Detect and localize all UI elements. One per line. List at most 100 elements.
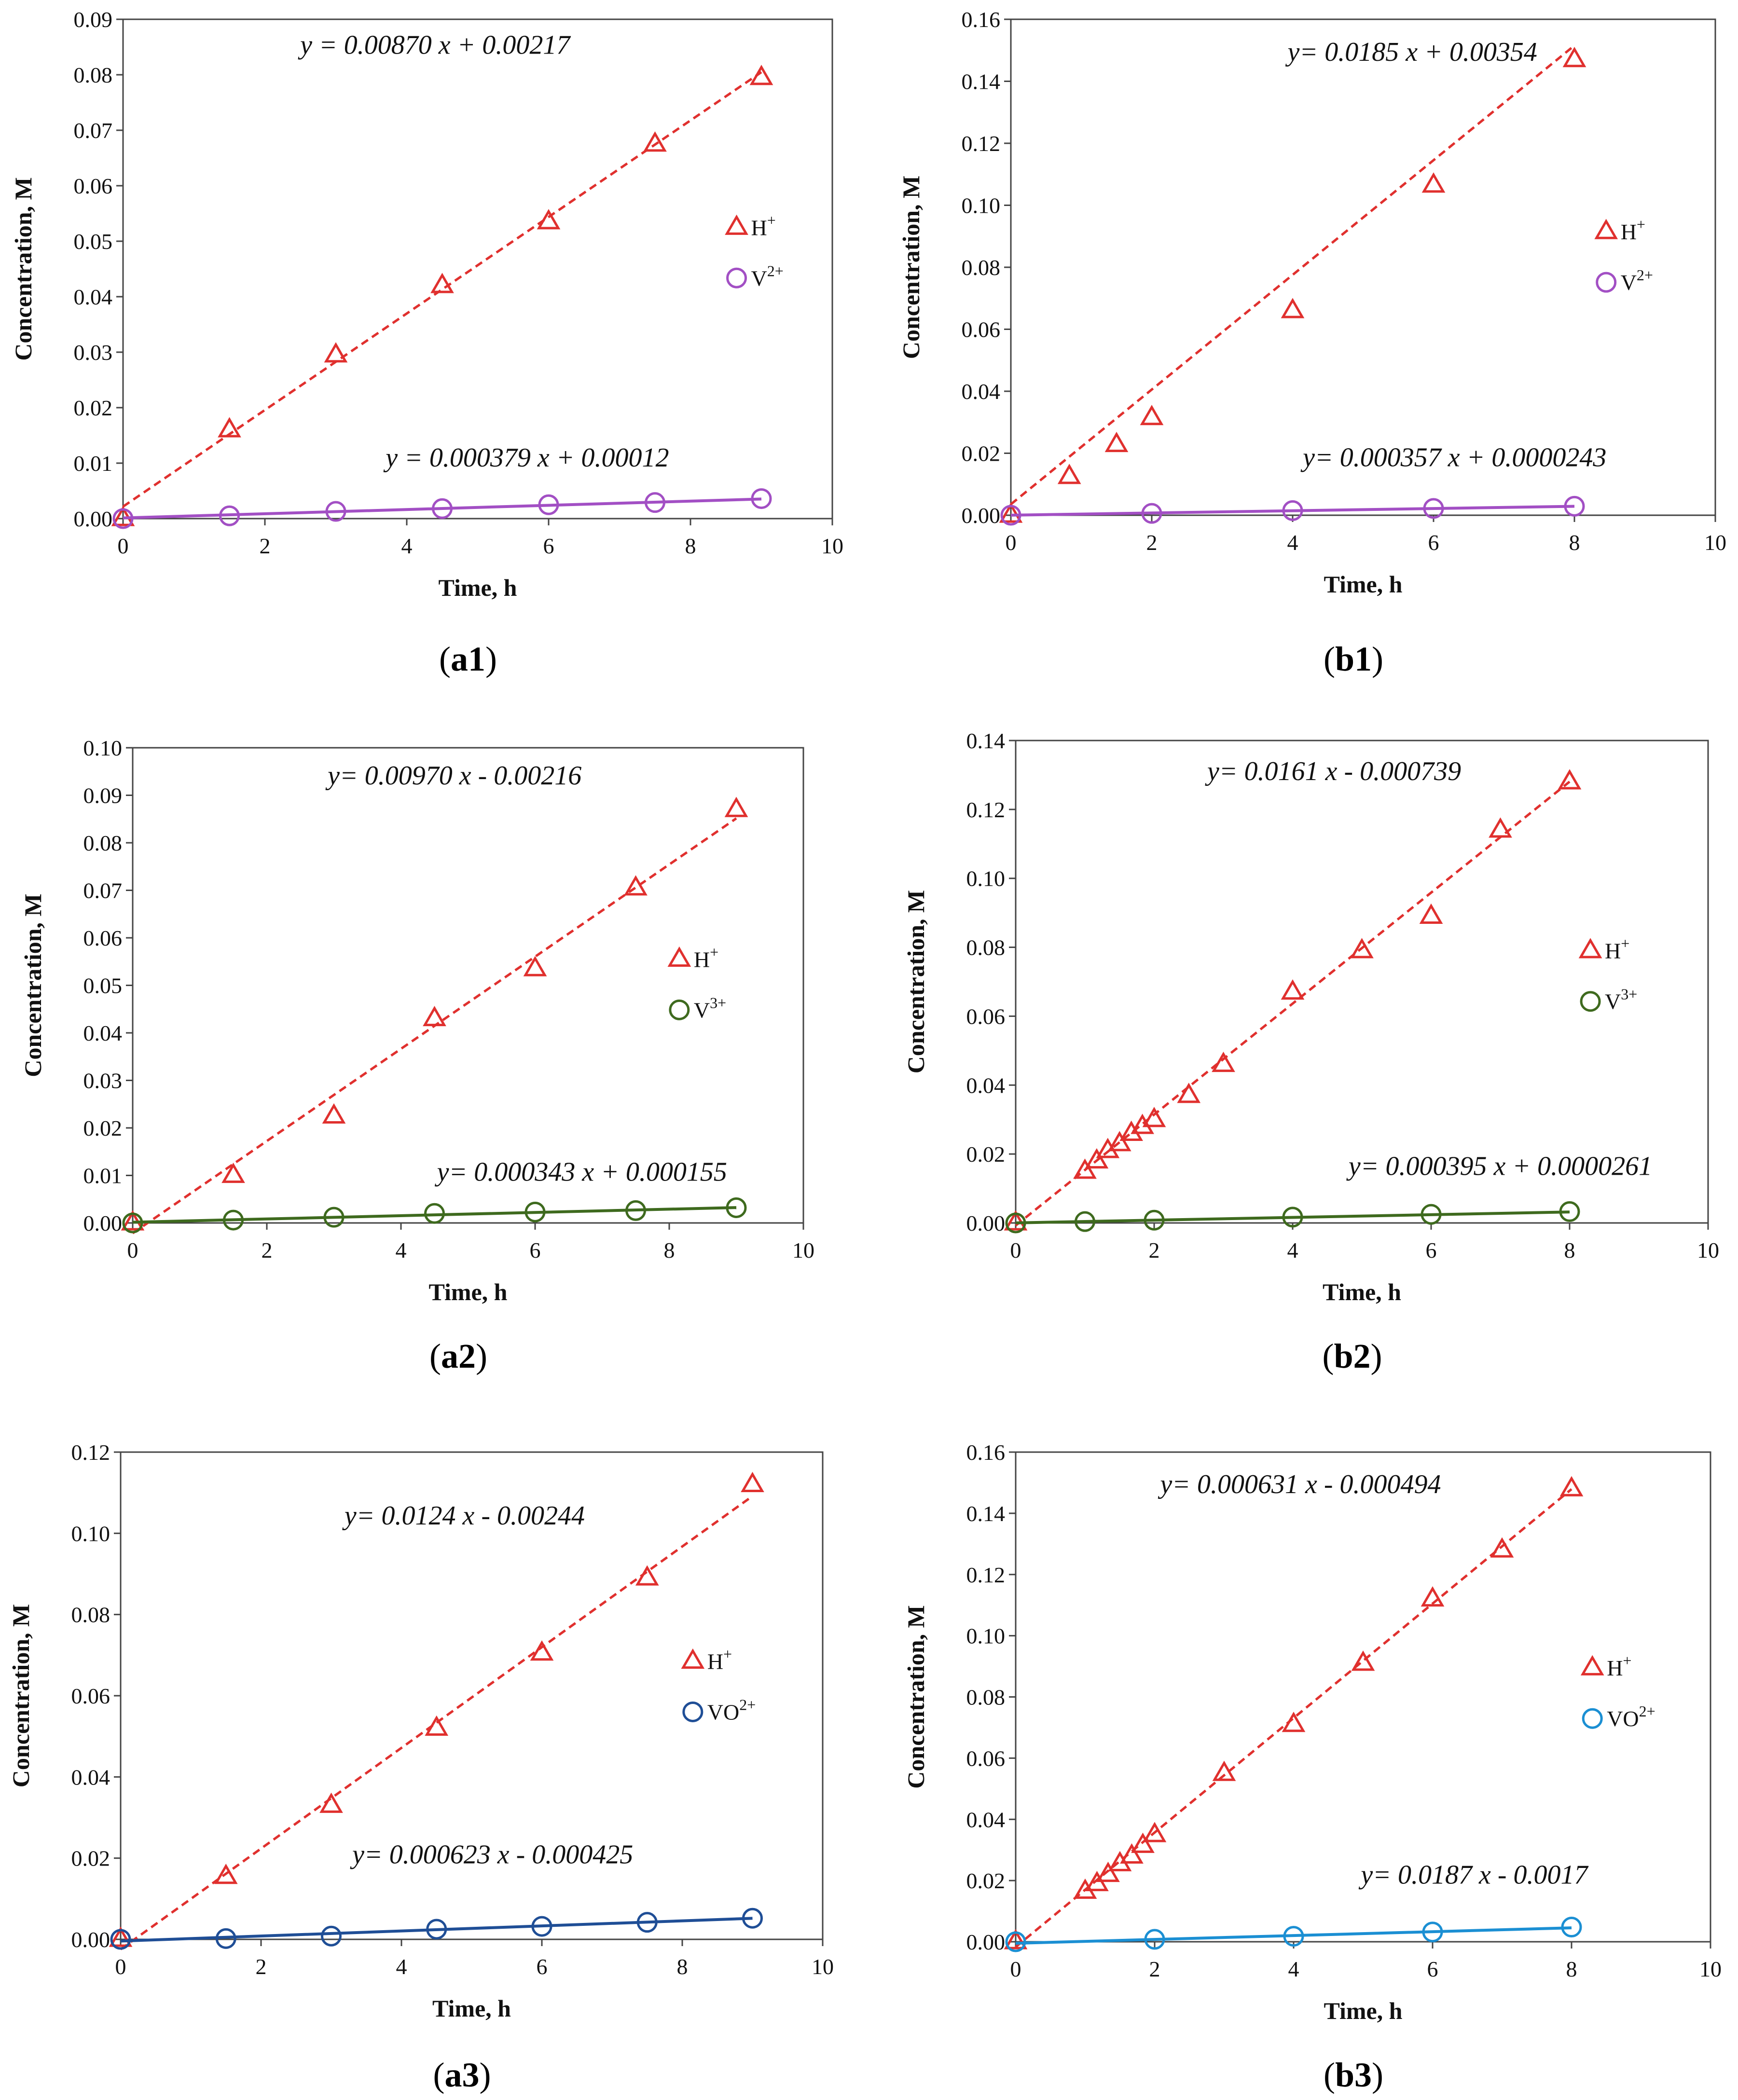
data-point-v bbox=[1000, 505, 1021, 526]
fit-equation: y= 0.000631 x - 0.000494 bbox=[1158, 1469, 1441, 1499]
data-point-h bbox=[1004, 1929, 1028, 1949]
y-tick-label: 0.04 bbox=[966, 1807, 1006, 1832]
legend-label: V3+ bbox=[694, 994, 726, 1022]
y-tick-label: 0.16 bbox=[966, 1440, 1006, 1465]
y-tick-label: 0.14 bbox=[962, 69, 1001, 94]
data-point-h bbox=[1096, 1861, 1120, 1882]
data-point-h bbox=[741, 1471, 764, 1492]
panel-caption: (b1) bbox=[1324, 640, 1383, 678]
data-point-v bbox=[726, 1197, 747, 1218]
y-tick-label: 0.08 bbox=[962, 255, 1001, 280]
chart-b3: 0.00 0.02 0.04 0.06 0.08 0.10 0.12 0.14 0.16 0 2 4 6… bbox=[902, 1440, 1722, 2024]
legend-marker bbox=[1578, 938, 1602, 959]
fit-line-v bbox=[1015, 1210, 1570, 1224]
legend-label: V2+ bbox=[751, 262, 784, 290]
data-point-vo bbox=[742, 1908, 763, 1929]
data-point-v bbox=[751, 488, 772, 509]
legend-label: V3+ bbox=[1605, 986, 1637, 1014]
y-axis-title: Concentration, M bbox=[902, 1605, 929, 1789]
x-tick-label: 6 bbox=[530, 1238, 541, 1263]
y-tick-label: 0.04 bbox=[83, 1021, 123, 1045]
panel-caption: (a3) bbox=[433, 2056, 491, 2094]
legend-marker bbox=[1582, 1708, 1603, 1729]
y-axis-title: Concentration, M bbox=[10, 177, 37, 361]
y-tick-label: 0.07 bbox=[83, 878, 123, 903]
y-tick-label: 0.02 bbox=[962, 441, 1001, 466]
data-point-h bbox=[322, 1103, 346, 1124]
data-point-v bbox=[1005, 1212, 1026, 1234]
data-point-h bbox=[218, 417, 241, 438]
legend-label: VO2+ bbox=[707, 1696, 756, 1724]
data-point-vo bbox=[1561, 1917, 1582, 1938]
y-tick-label: 0.10 bbox=[966, 1624, 1006, 1648]
y-tick-label: 0.08 bbox=[83, 831, 123, 855]
data-point-h bbox=[1281, 298, 1305, 318]
y-tick-label: 0.00 bbox=[71, 1927, 110, 1952]
panel-caption: (b2) bbox=[1322, 1337, 1382, 1375]
chart-b1: 0.00 0.02 0.04 0.06 0.08 0.10 0.12 0.14 0.16 0 2 4 6… bbox=[897, 7, 1726, 598]
chart-a3: 0.00 0.02 0.04 0.06 0.08 0.10 0.12 0 2 4 6 8 10 Time,… bbox=[7, 1440, 834, 2022]
x-tick-label: 8 bbox=[1566, 1957, 1577, 1981]
x-tick-label: 0 bbox=[118, 534, 129, 558]
data-point-h bbox=[1350, 938, 1374, 959]
data-point-h bbox=[1073, 1158, 1097, 1179]
y-tick-label: 0.06 bbox=[966, 1746, 1006, 1771]
data-point-h bbox=[425, 1715, 449, 1736]
fit-line-vo bbox=[120, 1917, 753, 1943]
y-tick-label: 0.00 bbox=[74, 507, 113, 531]
y-tick-label: 0.05 bbox=[74, 229, 113, 254]
y-tick-label: 0.04 bbox=[962, 379, 1001, 404]
y-tick-label: 0.04 bbox=[74, 285, 113, 309]
data-point-v bbox=[1423, 498, 1444, 519]
legend-marker bbox=[669, 999, 690, 1020]
y-tick-label: 0.06 bbox=[966, 1004, 1006, 1029]
data-point-h bbox=[1142, 1107, 1166, 1127]
fit-line-h bbox=[1015, 1488, 1572, 1948]
data-point-h bbox=[1421, 172, 1446, 193]
fit-line-h bbox=[1015, 781, 1571, 1227]
y-tick-label: 0.06 bbox=[74, 174, 113, 198]
x-tick-label: 4 bbox=[1287, 1238, 1298, 1263]
legend-marker bbox=[725, 214, 748, 235]
x-tick-label: 0 bbox=[1006, 530, 1017, 555]
data-point-v bbox=[223, 1209, 244, 1231]
y-tick-label: 0.06 bbox=[962, 317, 1001, 342]
x-tick-label: 4 bbox=[396, 1954, 407, 1979]
legend-marker bbox=[682, 1701, 703, 1722]
legend-label: V2+ bbox=[1621, 266, 1653, 295]
data-point-h bbox=[324, 342, 348, 363]
data-point-h bbox=[1120, 1843, 1144, 1864]
fit-equation: y= 0.000395 x + 0.0000261 bbox=[1346, 1152, 1652, 1181]
data-point-h bbox=[214, 1864, 238, 1884]
x-tick-label: 2 bbox=[1149, 1957, 1160, 1981]
y-tick-label: 0.02 bbox=[74, 396, 113, 420]
legend-label: VO2+ bbox=[1607, 1702, 1655, 1731]
y-axis-title: Concentration, M bbox=[7, 1604, 34, 1788]
x-tick-label: 6 bbox=[543, 534, 554, 558]
legend-marker bbox=[681, 1648, 705, 1669]
fit-equation: y= 0.000623 x - 0.000425 bbox=[350, 1840, 633, 1870]
y-tick-label: 0.10 bbox=[71, 1521, 110, 1546]
x-tick-label: 8 bbox=[1569, 530, 1580, 555]
fit-line-v bbox=[1010, 505, 1575, 517]
data-point-v bbox=[524, 1201, 546, 1222]
data-point-h bbox=[537, 209, 561, 230]
fit-equation: y= 0.0187 x - 0.0017 bbox=[1358, 1860, 1588, 1890]
data-point-h bbox=[724, 796, 748, 817]
x-tick-label: 8 bbox=[677, 1954, 688, 1979]
fit-equation: y= 0.0161 x - 0.000739 bbox=[1205, 756, 1461, 786]
y-tick-label: 0.01 bbox=[74, 451, 113, 476]
y-axis-title: Concentration, M bbox=[897, 176, 924, 359]
chart-a2: 0.00 0.01 0.02 0.03 0.04 0.05 0.06 0.07 0.08 0.09… bbox=[19, 736, 814, 1305]
y-tick-label: 0.10 bbox=[966, 866, 1006, 891]
fit-line-v bbox=[132, 1206, 737, 1224]
legend-marker bbox=[667, 946, 691, 967]
data-point-h bbox=[1281, 979, 1305, 1000]
y-tick-label: 0.00 bbox=[962, 503, 1001, 528]
data-point-h bbox=[1212, 1760, 1236, 1781]
data-point-h bbox=[530, 1640, 554, 1661]
x-tick-label: 2 bbox=[260, 534, 271, 558]
y-tick-label: 0.01 bbox=[83, 1164, 123, 1188]
data-point-h bbox=[109, 1926, 133, 1947]
